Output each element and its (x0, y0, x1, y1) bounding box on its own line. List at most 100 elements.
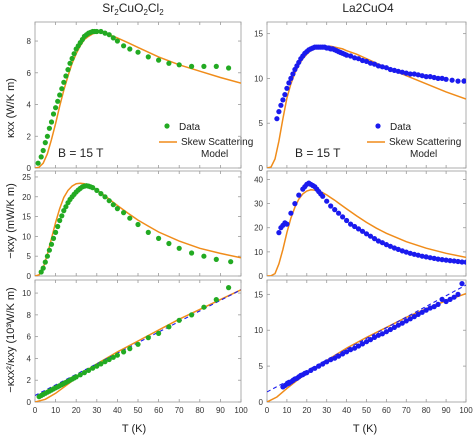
data-point (423, 74, 429, 80)
y-tick-label: 8 (27, 311, 32, 320)
data-point (114, 352, 120, 358)
data-point (415, 72, 421, 78)
data-point (292, 201, 298, 207)
data-point (348, 53, 354, 59)
chart-panel-2: 0 5 10 15 20 25 (22, 170, 242, 281)
data-point (57, 217, 63, 224)
data-point (288, 210, 294, 216)
data-point (156, 235, 162, 241)
data-point (403, 318, 409, 324)
data-point (463, 259, 466, 265)
data-point (363, 339, 370, 345)
data-point (355, 343, 362, 349)
data-point (127, 215, 133, 221)
data-point (65, 67, 71, 73)
data-point (276, 109, 282, 115)
x-tick-label: 40 (113, 406, 122, 415)
data-point (38, 154, 44, 160)
legend-data-label: Data (390, 122, 412, 133)
data-point (443, 257, 449, 263)
data-point (121, 349, 127, 355)
data-point (189, 250, 195, 256)
data-point (461, 78, 466, 84)
data-point (48, 119, 55, 125)
data-point (288, 75, 294, 81)
data-point (336, 353, 342, 359)
data-point (135, 221, 141, 228)
data-point (166, 60, 172, 66)
data-point (427, 255, 433, 261)
data-point (121, 210, 127, 216)
data-point (110, 202, 116, 208)
data-point (459, 281, 465, 287)
data-point (340, 351, 346, 357)
data-point (176, 245, 182, 251)
data-point (284, 221, 290, 227)
data-point (53, 105, 59, 111)
xlabel-right: T (K) (353, 423, 377, 435)
data-point (316, 363, 322, 369)
data-point (86, 367, 92, 373)
data-point (176, 62, 182, 68)
data-point (348, 347, 354, 353)
data-point (50, 111, 57, 117)
data-point (447, 258, 453, 264)
data-point (106, 198, 112, 204)
data-point (166, 324, 172, 330)
y-tick-label: 15 (22, 213, 31, 222)
plot-area (267, 44, 466, 168)
data-point (228, 259, 234, 265)
data-point (363, 58, 370, 64)
data-point (282, 92, 288, 98)
data-point (383, 242, 389, 248)
data-point (423, 307, 429, 313)
data-point (213, 63, 219, 69)
data-point (352, 55, 358, 61)
data-point (40, 147, 46, 154)
data-point (59, 213, 65, 219)
data-point (276, 230, 282, 236)
data-point (443, 76, 449, 82)
plot-frame (266, 21, 467, 169)
data-point (53, 229, 59, 235)
y-tick-label: 20 (254, 224, 263, 233)
x-tick-label: 20 (302, 406, 311, 415)
data-point (201, 304, 207, 310)
data-point (435, 301, 441, 307)
data-point (407, 71, 413, 77)
data-point (371, 61, 378, 67)
data-point (280, 97, 286, 103)
y-tick-label: 25 (22, 173, 31, 182)
data-point (355, 226, 362, 232)
data-point (35, 160, 41, 166)
data-point (61, 208, 67, 214)
y-tick-label: 0 (259, 164, 264, 173)
legend-data-label: Data (179, 122, 201, 133)
data-point (42, 140, 48, 146)
data-point (403, 249, 409, 255)
data-point (44, 133, 51, 139)
ylabel-kxy: −κxy (mW/K m) (5, 183, 17, 258)
x-tick-label: 50 (362, 406, 371, 415)
data-point (379, 240, 385, 246)
data-point (352, 223, 358, 230)
data-point (71, 51, 77, 57)
data-point (226, 65, 232, 71)
data-point (94, 187, 100, 193)
y-tick-label: 20 (22, 193, 31, 202)
data-point (55, 223, 61, 230)
x-tick-label: 90 (216, 406, 225, 415)
x-tick-label: 40 (342, 406, 351, 415)
data-point (189, 312, 195, 318)
data-point (201, 63, 207, 69)
data-point (352, 345, 358, 351)
data-point (94, 363, 100, 369)
y-tick-label: 0 (27, 164, 32, 173)
data-point (38, 269, 44, 275)
y-tick-label: 10 (254, 326, 263, 335)
data-point (226, 285, 232, 291)
data-point (63, 204, 69, 210)
x-tick-label: 60 (154, 406, 163, 415)
